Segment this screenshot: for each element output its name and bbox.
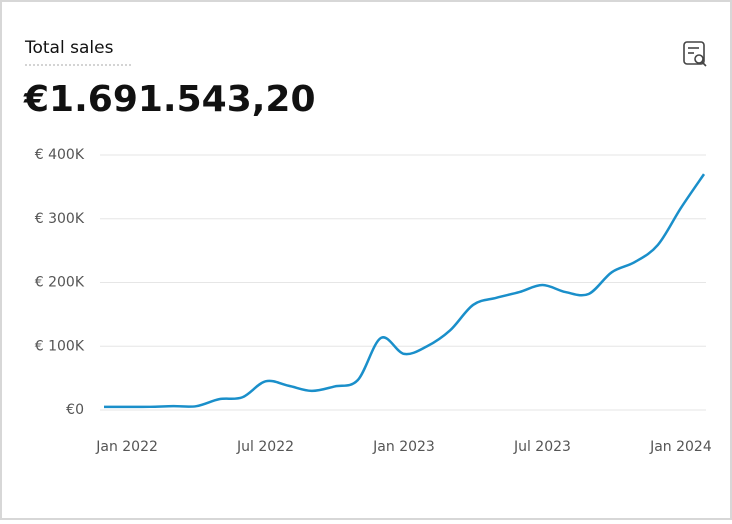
total-amount: €1.691.543,20	[23, 79, 316, 120]
x-tick-label: Jan 2024	[649, 439, 712, 455]
x-tick-label: Jul 2022	[236, 439, 294, 455]
x-tick-label: Jan 2022	[95, 439, 158, 455]
y-tick-label: € 300K	[35, 211, 85, 227]
y-tick-label: € 400K	[35, 147, 85, 163]
y-tick-label: € 100K	[35, 338, 85, 354]
x-tick-label: Jul 2023	[513, 439, 571, 455]
report-icon[interactable]	[683, 41, 707, 67]
x-tick-label: Jan 2023	[372, 439, 435, 455]
sales-line	[104, 173, 706, 409]
card-title[interactable]: Total sales	[24, 38, 114, 58]
y-tick-label: € 200K	[35, 275, 85, 291]
y-tick-label: €0	[66, 402, 84, 418]
